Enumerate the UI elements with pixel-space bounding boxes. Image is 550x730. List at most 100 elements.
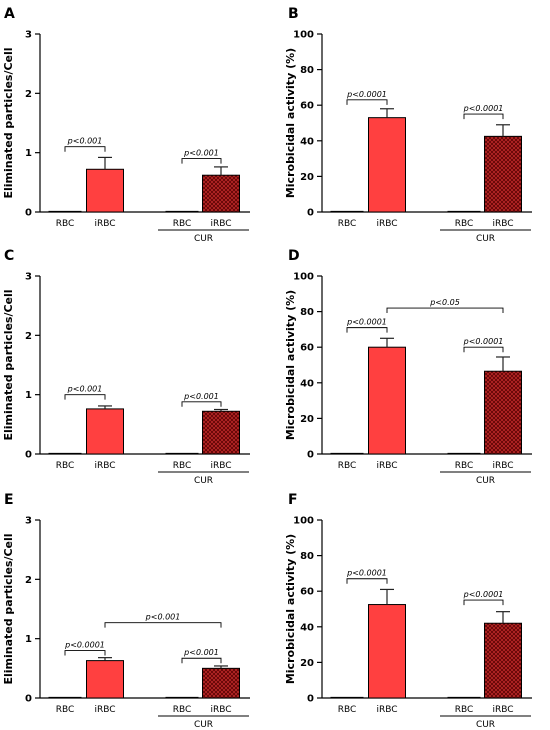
y-axis-label: Microbicidal activity (%) [284, 48, 297, 198]
group-label: CUR [476, 234, 495, 244]
bar-irbc-cur [202, 174, 240, 213]
y-tick-label: 1 [25, 634, 32, 645]
p-value-label: p<0.001 [67, 385, 103, 394]
y-tick-label: 100 [293, 272, 314, 283]
x-category-label: iRBC [376, 461, 397, 471]
x-category-label: iRBC [492, 219, 513, 229]
significance-bracket [64, 394, 106, 400]
p-value-label: p<0.001 [183, 392, 219, 401]
x-category-label: RBC [173, 705, 192, 715]
y-tick-label: 0 [307, 208, 314, 219]
y-tick-label: 2 [25, 575, 32, 586]
y-tick-label: 60 [300, 343, 314, 354]
p-value-label: p<0.0001 [463, 337, 504, 346]
x-category-label: RBC [338, 219, 357, 229]
y-tick-label: 60 [300, 587, 314, 598]
p-value-label: p<0.0001 [463, 104, 504, 113]
bar-irbc [86, 168, 124, 213]
bar-irbc-cur [202, 667, 240, 699]
chart-panel-c: C Eliminated particles/Cell 0 1 2 3 RBC iRBC RBC… [2, 248, 250, 486]
y-axis-label: Eliminated particles/Cell [2, 47, 15, 198]
y-tick-label: 40 [300, 136, 314, 147]
p-value-label: p<0.001 [183, 648, 219, 657]
y-tick-label: 40 [300, 622, 314, 633]
y-tick-label: 20 [300, 172, 314, 183]
x-category-label: RBC [56, 461, 75, 471]
bar-irbc [368, 346, 406, 455]
y-axis-label: Microbicidal activity (%) [284, 290, 297, 440]
x-category-label: RBC [173, 461, 192, 471]
x-category-label: iRBC [210, 219, 231, 229]
p-value-label: p<0.05 [429, 298, 460, 307]
significance-bracket [104, 622, 222, 628]
significance-bracket [463, 599, 504, 606]
y-tick-label: 0 [307, 450, 314, 461]
p-value-label: p<0.0001 [346, 90, 387, 99]
bar-irbc-cur [484, 370, 522, 455]
p-value-label: p<0.001 [67, 137, 103, 146]
significance-bracket [346, 327, 388, 333]
y-tick-label: 20 [300, 658, 314, 669]
y-tick-label: 2 [25, 89, 32, 100]
y-tick-label: 0 [25, 694, 32, 705]
y-tick-label: 3 [25, 272, 32, 283]
y-tick-label: 20 [300, 414, 314, 425]
panel-letter: F [288, 492, 298, 508]
bar-irbc-cur [484, 135, 522, 213]
y-tick-label: 1 [25, 148, 32, 159]
x-category-label: RBC [455, 461, 474, 471]
x-category-label: iRBC [376, 219, 397, 229]
y-tick-label: 40 [300, 378, 314, 389]
x-category-label: iRBC [210, 705, 231, 715]
y-axis-label: Microbicidal activity (%) [284, 534, 297, 684]
p-value-label: p<0.001 [145, 613, 181, 622]
group-label: CUR [194, 720, 213, 730]
y-tick-label: 60 [300, 101, 314, 112]
x-category-label: RBC [455, 705, 474, 715]
x-category-label: RBC [455, 219, 474, 229]
significance-bracket [463, 113, 504, 120]
group-label: CUR [476, 720, 495, 730]
bar-irbc [86, 660, 124, 699]
x-category-label: iRBC [94, 461, 115, 471]
y-tick-label: 100 [293, 516, 314, 527]
significance-bracket [181, 401, 222, 407]
bar-irbc [368, 604, 406, 699]
y-axis-label: Eliminated particles/Cell [2, 533, 15, 684]
significance-bracket [64, 146, 106, 152]
p-value-label: p<0.0001 [463, 590, 504, 599]
group-label: CUR [194, 234, 213, 244]
significance-bracket [346, 578, 388, 584]
y-tick-label: 0 [307, 694, 314, 705]
group-label: CUR [194, 476, 213, 486]
y-tick-label: 100 [293, 30, 314, 41]
panel-letter: D [288, 248, 300, 264]
y-tick-label: 80 [300, 551, 314, 562]
p-value-label: p<0.0001 [346, 569, 387, 578]
chart-panel-b: B Microbicidal activity (%) 0 20 40 60 80 100 RB… [284, 6, 532, 244]
significance-bracket [64, 650, 106, 656]
chart-panel-a: A Eliminated particles/Cell 0 1 2 3 RBC iRBC RBC… [2, 6, 250, 244]
chart-panel-f: F Microbicidal activity (%) 0 20 40 60 80 100 RB… [284, 492, 532, 730]
y-tick-label: 2 [25, 331, 32, 342]
panel-letter: B [288, 6, 299, 22]
y-axis-label: Eliminated particles/Cell [2, 289, 15, 440]
y-tick-label: 80 [300, 307, 314, 318]
bar-irbc [86, 408, 124, 455]
x-category-label: RBC [338, 705, 357, 715]
x-category-label: RBC [173, 219, 192, 229]
y-tick-label: 0 [25, 450, 32, 461]
x-category-label: iRBC [94, 219, 115, 229]
panel-letter: C [4, 248, 14, 264]
significance-bracket [346, 99, 388, 105]
group-label: CUR [476, 476, 495, 486]
y-tick-label: 80 [300, 65, 314, 76]
panel-letter: A [4, 6, 15, 22]
bar-irbc [368, 117, 406, 213]
x-category-label: iRBC [492, 705, 513, 715]
p-value-label: p<0.0001 [346, 318, 387, 327]
x-category-label: RBC [56, 705, 75, 715]
y-tick-label: 0 [25, 208, 32, 219]
significance-bracket [463, 346, 504, 353]
